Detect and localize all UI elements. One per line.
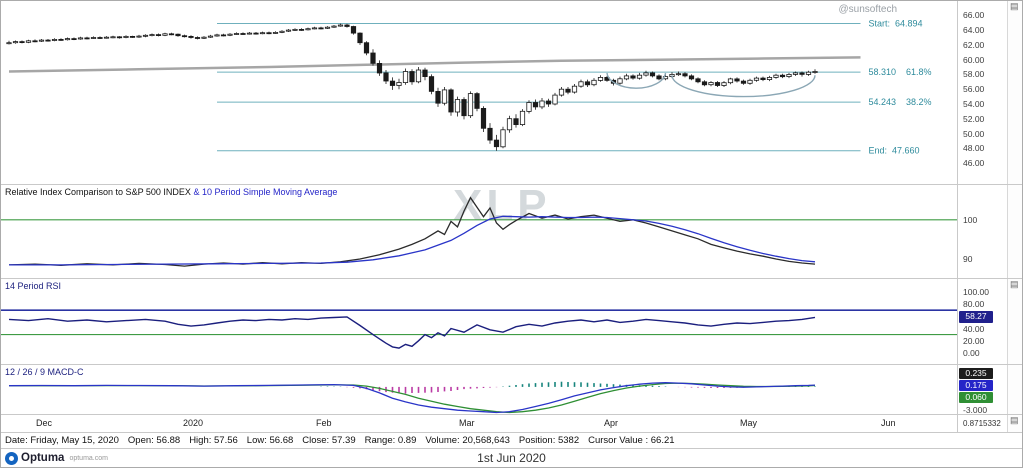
month-label: Feb [316, 418, 332, 428]
rsi-chart [1, 309, 957, 349]
axis-tick-label: 46.00 [963, 157, 985, 168]
rsi-panel-title: 14 Period RSI [5, 281, 62, 291]
axis-tick-label: 60.00 [963, 54, 985, 65]
chart-date-label: 1st Jun 2020 [477, 451, 546, 465]
status-field: Open: 56.88 [127, 435, 181, 446]
month-label: 2020 [183, 418, 204, 428]
svg-text:58.310 61.8%: 58.310 61.8% [869, 67, 932, 77]
axis-tick-label: 50.00 [963, 128, 985, 139]
month-label: Dec [36, 418, 53, 428]
status-field: High: 57.56 [189, 435, 238, 446]
axis-tick-label: 62.00 [963, 39, 985, 50]
axis-tick-label: 64.00 [963, 24, 985, 35]
scale-factor-value: 0.8715332 [963, 419, 1001, 428]
time-axis-strip: ▤ [1007, 415, 1022, 432]
time-axis-scale[interactable]: 0.8715332 [957, 415, 1007, 432]
axis-tick-label: 58.00 [963, 69, 985, 80]
value-badge: 0.235 [959, 368, 993, 380]
axis-tick-label: 100 [963, 214, 978, 225]
macd-axis[interactable]: -3.000 0.235 0.175 0.060 [957, 365, 1007, 414]
macd-plot[interactable]: 12 / 26 / 9 MACD-C [1, 365, 957, 414]
axis-tick-label: 52.00 [963, 113, 985, 124]
relative-scroll-strip [1007, 185, 1022, 278]
value-badge: 58.27 [959, 311, 993, 323]
relative-title-main: Relative Index Comparison to S&P 500 IND… [5, 187, 194, 197]
relative-plot[interactable]: XLP Relative Index Comparison to S&P 500… [1, 185, 957, 278]
price-plot[interactable]: @sunsoftech Start: 64.894 58.310 61.8% 54.… [1, 1, 957, 184]
rsi-settings-icon[interactable]: ▤ [1010, 279, 1019, 289]
time-axis-row: Dec 2020 Feb Mar Apr May Jun 0.8715332 ▤ [1, 415, 1022, 433]
footer-bar: Optuma optuma.com 1st Jun 2020 [1, 449, 1022, 467]
svg-text:Start: 64.894: Start: 64.894 [869, 19, 923, 29]
brand-url[interactable]: optuma.com [69, 454, 108, 462]
relative-panel: XLP Relative Index Comparison to S&P 500… [1, 185, 1022, 279]
rsi-plot[interactable]: 14 Period RSI [1, 279, 957, 364]
macd-scroll-strip [1007, 365, 1022, 414]
time-axis[interactable]: Dec 2020 Feb Mar Apr May Jun [1, 415, 957, 432]
relative-title-accent: & 10 Period Simple Moving Average [193, 187, 338, 197]
svg-text:54.243 38.2%: 54.243 38.2% [869, 97, 932, 107]
status-field: Volume: 20,568,643 [425, 435, 510, 446]
status-field: Position: 5382 [518, 435, 580, 446]
svg-text:End: 47.660: End: 47.660 [869, 146, 920, 156]
status-bar: Date: Friday, May 15, 2020 Open: 56.88 Hig… [1, 433, 1022, 449]
price-axis[interactable]: 66.00 64.00 62.00 60.00 58.00 56.00 54.00 52.00… [957, 1, 1007, 184]
axis-tick-label: 0.00 [963, 347, 980, 358]
status-field: Date: Friday, May 15, 2020 [5, 435, 119, 446]
brand-name[interactable]: Optuma [21, 452, 65, 464]
month-label: Jun [881, 418, 896, 428]
value-badge: 0.060 [959, 392, 993, 404]
axis-tick-label: 40.00 [963, 323, 985, 334]
chart-settings-icon[interactable]: ▤ [1010, 1, 1019, 11]
month-label: May [740, 418, 758, 428]
month-label: Mar [459, 418, 475, 428]
macd-chart [8, 381, 816, 414]
rsi-panel: 14 Period RSI 100.0080.0060.0040.0020.00… [1, 279, 1022, 365]
axis-tick-label: -3.000 [963, 404, 988, 415]
status-field: Cursor Value : 66.21 [588, 435, 675, 446]
timescale-settings-icon[interactable]: ▤ [1010, 415, 1019, 425]
relative-axis[interactable]: 100 90 [957, 185, 1007, 278]
axis-tick-label: 90 [963, 254, 973, 265]
axis-tick-label: 56.00 [963, 83, 985, 94]
rsi-scroll-strip: ▤ [1007, 279, 1022, 364]
symbol-watermark: XLP [453, 185, 551, 230]
month-label: Apr [604, 418, 619, 428]
price-chart: Start: 64.894 58.310 61.8% 54.243 38.2% End… [6, 19, 932, 156]
status-field: Low: 56.68 [246, 435, 294, 446]
axis-tick-label: 66.00 [963, 10, 985, 21]
optuma-logo-icon[interactable] [5, 451, 18, 465]
axis-tick-label: 100.00 [963, 286, 989, 297]
price-panel: @sunsoftech Start: 64.894 58.310 61.8% 54.… [1, 1, 1022, 185]
axis-tick-label: 80.00 [963, 298, 985, 309]
relative-chart [1, 196, 957, 267]
author-watermark: @sunsoftech [838, 4, 897, 15]
axis-tick-label: 48.00 [963, 142, 985, 153]
status-field: Range: 0.89 [364, 435, 417, 446]
status-field: Close: 57.39 [302, 435, 356, 446]
price-scroll-strip: ▤ [1007, 1, 1022, 184]
macd-panel: 12 / 26 / 9 MACD-C -3.000 0.235 0.175 0.060 [1, 365, 1022, 415]
relative-panel-title: Relative Index Comparison to S&P 500 IND… [5, 187, 337, 197]
macd-panel-title: 12 / 26 / 9 MACD-C [5, 367, 84, 377]
value-badge: 0.175 [959, 380, 993, 392]
axis-tick-label: 20.00 [963, 335, 985, 346]
axis-tick-label: 54.00 [963, 98, 985, 109]
